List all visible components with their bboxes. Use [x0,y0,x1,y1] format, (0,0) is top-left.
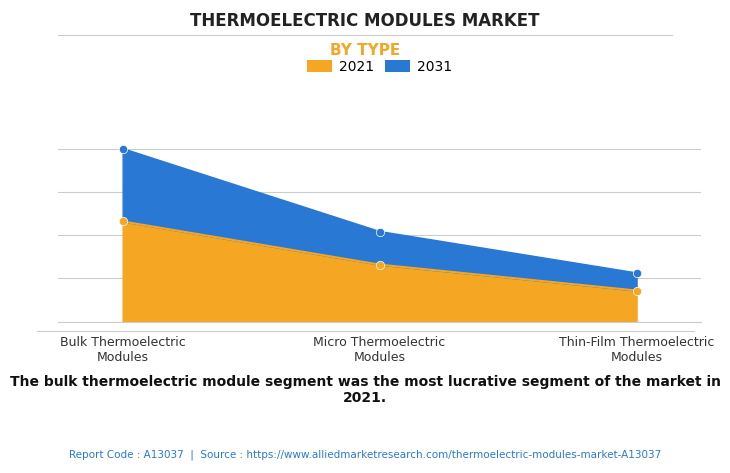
Point [631,270,642,277]
Text: THERMOELECTRIC MODULES MARKET: THERMOELECTRIC MODULES MARKET [191,12,539,30]
Legend: 2021, 2031: 2021, 2031 [301,54,458,79]
Text: BY TYPE: BY TYPE [330,43,400,58]
Point [631,287,642,294]
Text: The bulk thermoelectric module segment was the most lucrative segment of the mar: The bulk thermoelectric module segment w… [9,375,721,405]
Text: Report Code : A13037  |  Source : https://www.alliedmarketresearch.com/thermoele: Report Code : A13037 | Source : https://… [69,450,661,460]
Point [117,145,128,153]
Point [374,261,385,268]
Point [374,228,385,236]
Point [117,218,128,225]
